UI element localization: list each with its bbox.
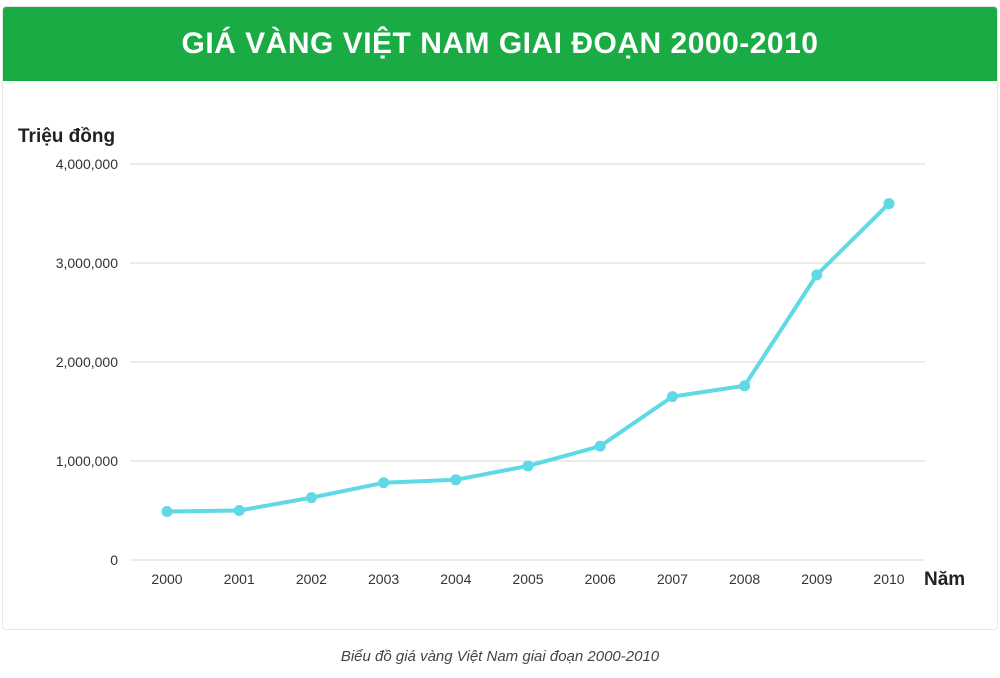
y-tick-label: 1,000,000 xyxy=(56,453,118,469)
data-point xyxy=(378,477,390,489)
data-point xyxy=(305,492,317,504)
chart-caption: Biểu đồ giá vàng Việt Nam giai đoạn 2000… xyxy=(340,648,660,665)
title-banner: GIÁ VÀNG VIỆT NAM GIAI ĐOẠN 2000-2010 xyxy=(3,7,997,81)
data-point xyxy=(161,505,173,517)
data-point xyxy=(233,505,245,516)
x-tick-label: 2000 xyxy=(151,571,182,587)
x-tick-label: 2008 xyxy=(729,571,760,587)
data-point xyxy=(450,474,462,486)
data-point xyxy=(666,391,678,403)
x-tick-label: 2009 xyxy=(801,571,832,587)
data-point xyxy=(811,269,823,281)
data-point xyxy=(883,198,895,210)
x-tick-label: 2010 xyxy=(873,571,904,587)
y-tick-label: 2,000,000 xyxy=(56,354,118,370)
x-tick-label: 2007 xyxy=(657,571,688,587)
x-tick-label: 2003 xyxy=(368,571,399,587)
x-axis-label: Năm xyxy=(924,569,965,590)
data-point xyxy=(522,460,534,472)
x-tick-label: 2002 xyxy=(296,571,327,587)
x-tick-label: 2005 xyxy=(512,571,543,587)
data-point xyxy=(594,440,606,452)
y-tick-label: 0 xyxy=(110,552,118,568)
chart-card: GIÁ VÀNG VIỆT NAM GIAI ĐOẠN 2000-2010 xyxy=(2,6,998,630)
x-tick-label: 2006 xyxy=(585,571,616,587)
y-tick-label: 3,000,000 xyxy=(56,255,118,271)
chart-title: GIÁ VÀNG VIỆT NAM GIAI ĐOẠN 2000-2010 xyxy=(181,27,819,60)
line-chart: Triệu đồng Năm 0 1,000,000 2,000,000 3,000,… xyxy=(18,126,965,590)
x-tick-label: 2004 xyxy=(440,571,471,587)
data-point xyxy=(739,380,751,392)
y-tick-label: 4,000,000 xyxy=(56,156,118,172)
x-tick-label: 2001 xyxy=(224,571,255,587)
y-axis-label: Triệu đồng xyxy=(18,126,115,147)
